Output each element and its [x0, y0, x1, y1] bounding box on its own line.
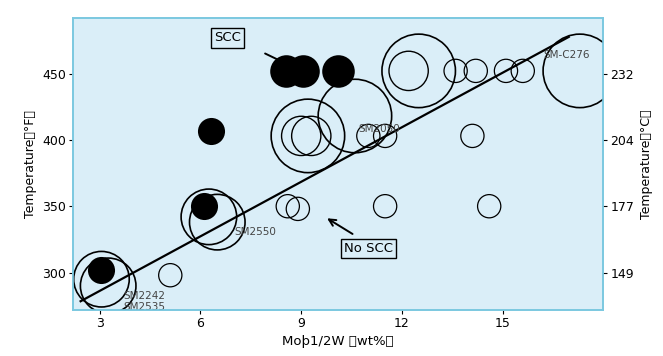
Point — [298, 68, 308, 74]
Point — [296, 133, 306, 139]
Point — [467, 133, 478, 139]
Point — [380, 203, 391, 209]
X-axis label: Moþ1/2W （wt%）: Moþ1/2W （wt%） — [282, 335, 394, 348]
Text: No SCC: No SCC — [344, 242, 393, 255]
Point — [204, 214, 214, 220]
Y-axis label: Temperature（°F）: Temperature（°F） — [24, 110, 36, 218]
Point — [450, 68, 461, 74]
Point — [517, 68, 528, 74]
Point — [349, 113, 360, 119]
Text: SM2242: SM2242 — [123, 291, 165, 301]
Point — [96, 276, 107, 282]
Text: SM2535: SM2535 — [123, 302, 165, 312]
Point — [403, 68, 414, 74]
Point — [96, 267, 107, 273]
Point — [302, 133, 313, 139]
Text: SCC: SCC — [214, 31, 241, 44]
Point — [363, 133, 374, 139]
Text: SM2550: SM2550 — [234, 227, 276, 237]
Point — [484, 203, 495, 209]
Point — [103, 283, 113, 289]
Point — [575, 68, 585, 74]
Point — [414, 68, 424, 74]
Point — [198, 203, 209, 209]
Point — [292, 206, 303, 212]
Point — [206, 128, 216, 134]
Text: SM-C276: SM-C276 — [543, 50, 589, 60]
Point — [281, 68, 292, 74]
Point — [501, 68, 511, 74]
Point — [165, 272, 176, 278]
Y-axis label: Temperature（°C）: Temperature（°C） — [640, 109, 652, 219]
Point — [282, 203, 293, 209]
Point — [380, 133, 391, 139]
Point — [333, 68, 343, 74]
Point — [471, 68, 481, 74]
Point — [212, 219, 223, 225]
Text: SM2050: SM2050 — [358, 124, 400, 134]
Point — [306, 133, 316, 139]
